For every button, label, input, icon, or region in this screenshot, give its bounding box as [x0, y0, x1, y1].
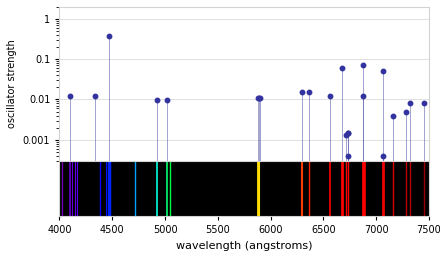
Y-axis label: oscillator strength: oscillator strength	[7, 39, 17, 128]
X-axis label: wavelength (angstroms): wavelength (angstroms)	[176, 241, 312, 251]
